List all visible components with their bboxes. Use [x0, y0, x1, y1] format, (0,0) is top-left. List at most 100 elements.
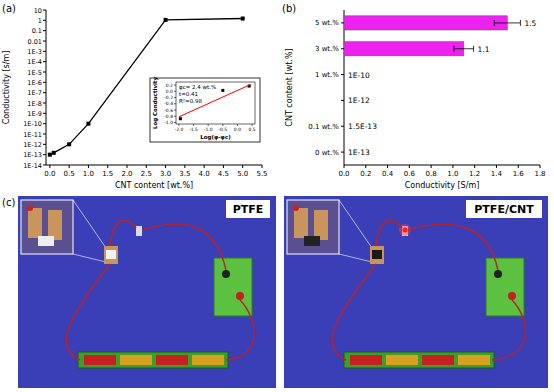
marks [48, 17, 245, 157]
x-tick-label: 0.2 [360, 170, 371, 178]
inset-plot-frame [176, 82, 255, 124]
x-tick [49, 165, 50, 168]
x-tick-label: 0.5 [64, 170, 75, 178]
x-tick [431, 165, 432, 168]
y-tick-label: -0.8 [164, 114, 173, 119]
battery [386, 355, 418, 365]
x-tick-label: 1.8 [534, 170, 545, 178]
wire [332, 264, 376, 360]
x-tick-label: -0.5 [218, 127, 227, 132]
y-tick-label: 1E-14 [23, 162, 42, 170]
error-cap [453, 46, 454, 52]
wire [226, 300, 254, 360]
battery [84, 355, 116, 365]
x-tick [204, 165, 205, 168]
x-tick [518, 165, 519, 168]
x-tick-label: -2.0 [175, 127, 184, 132]
inset-marks [179, 84, 251, 120]
panel-label: (a) [2, 3, 16, 14]
y-tick [43, 30, 46, 31]
annotation: t=0.41 [179, 91, 198, 97]
y-tick [174, 85, 176, 86]
sample [38, 236, 54, 246]
point [67, 142, 71, 146]
x-tick [409, 165, 410, 168]
y-tick-label: -0.4 [164, 101, 173, 106]
electrode [48, 210, 62, 240]
photo-background [18, 196, 276, 388]
y-tick [43, 41, 46, 42]
y-tick [43, 82, 46, 83]
y-tick-label: -1.0 [164, 120, 173, 125]
x-axis-title: CNT content [wt.%] [115, 181, 193, 190]
y-tick-label: 5 wt.% [315, 19, 339, 27]
x-tick [222, 124, 223, 126]
wire [142, 224, 226, 270]
battery [350, 355, 382, 365]
sample [106, 250, 116, 259]
point [48, 153, 52, 157]
point [221, 89, 224, 92]
terminal [494, 270, 502, 278]
y-tick-label: 0.0 [166, 89, 173, 94]
battery [156, 355, 188, 365]
y-tick-label: 1E-6 [27, 79, 42, 87]
y-tick [341, 48, 344, 49]
y-tick [341, 126, 344, 127]
data-label: 1E-10 [348, 71, 370, 80]
y-tick-label: 0.2 [166, 83, 173, 88]
y-tick-label: 1E-3 [27, 48, 42, 56]
y-tick [174, 110, 176, 111]
x-tick-label: 0.0 [234, 127, 241, 132]
y-tick [341, 100, 344, 101]
data-label: 1E-13 [348, 148, 370, 157]
point [86, 122, 90, 126]
x-tick-label: 4.5 [218, 170, 229, 178]
y-tick-label: 3 wt.% [315, 45, 339, 53]
x-tick [496, 165, 497, 168]
x-tick [107, 165, 108, 168]
clip [293, 205, 299, 211]
panel-a: (a)0.00.51.01.52.02.53.03.54.04.55.05.51… [2, 3, 268, 190]
error-cap [494, 20, 495, 26]
battery-holder [344, 352, 494, 368]
electrode [294, 208, 308, 238]
clip [27, 205, 33, 211]
y-tick [43, 92, 46, 93]
y-tick [174, 97, 176, 98]
y-tick [43, 10, 46, 11]
x-tick-label: 2.5 [141, 170, 152, 178]
x-tick-label: 4.0 [199, 170, 210, 178]
x-tick-label: 1.6 [513, 170, 525, 178]
photo: PTFE/CNT [284, 196, 548, 388]
x-tick [387, 165, 388, 168]
terminal [222, 270, 230, 278]
inset-frame [150, 78, 260, 142]
x-tick-label: -1.0 [204, 127, 213, 132]
y-tick [43, 61, 46, 62]
battery [192, 355, 224, 365]
y-tick [43, 165, 46, 166]
x-tick-label: 0.0 [338, 170, 349, 178]
x-axis-title: Conductivity [S/m] [405, 181, 480, 190]
data-label: 1.5E-13 [348, 122, 377, 131]
panel-label: (b) [282, 3, 296, 14]
y-tick [43, 123, 46, 124]
line [50, 19, 243, 155]
x-tick-label: 3.5 [179, 170, 190, 178]
x-tick-label: 2.0 [121, 170, 132, 178]
x-tick-label: -1.5 [189, 127, 198, 132]
y-tick-label: 1E-10 [23, 120, 42, 128]
zoom-line [73, 254, 106, 262]
x-tick [252, 124, 253, 126]
y-axis [46, 10, 47, 165]
marks [344, 16, 520, 56]
data-label: 1E-12 [348, 96, 370, 105]
panel-b: (b)0.00.20.40.60.81.01.21.41.61.85 wt.%3… [282, 3, 546, 190]
y-tick [174, 122, 176, 123]
y-tick-label: 0.1 [32, 27, 42, 35]
error-bar [454, 46, 474, 52]
bar [344, 145, 345, 159]
y-tick [43, 144, 46, 145]
panel-label: (c) [2, 197, 15, 208]
